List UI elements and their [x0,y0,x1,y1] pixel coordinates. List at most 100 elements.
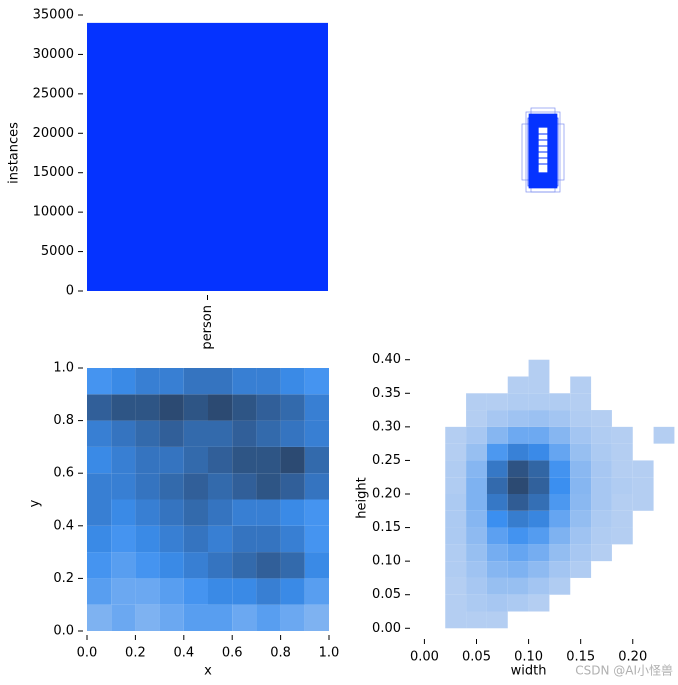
hist-cell [486,544,508,562]
hist-cell [466,577,487,595]
hist-cell [256,499,281,526]
hist-cell [466,527,487,545]
hist-cell [159,368,184,395]
hist-cell [570,510,592,528]
hist-cell [591,510,612,528]
hist-cell [208,394,233,421]
hist-cell [549,460,571,478]
hist-cell [256,394,281,421]
hist-cell [208,578,233,605]
hist-cell [445,527,467,545]
hist-cell [507,527,529,545]
hist-cell [256,552,281,579]
hist-cell [87,552,112,579]
hist-cell [507,477,529,494]
hist-cell [135,525,160,553]
x-tick-label: 0.10 [514,650,543,665]
hist-cell [611,494,633,511]
watermark: CSDN @AI小怪兽 [575,664,673,678]
hist-cell [570,527,592,545]
hist-cell [611,527,633,545]
y-tick-label: 0.40 [372,352,401,367]
box-overlay [521,107,565,193]
hist-cell [111,552,136,579]
hist-cell [528,510,550,528]
hist-cell [549,410,571,427]
x-tick-label: person [200,305,215,350]
x-tick-label: 0.15 [566,650,595,665]
hist-cell [528,561,550,578]
x-tick-label: 0.20 [618,650,647,665]
hist-cell [304,473,329,500]
hist-cell [507,443,529,461]
hist-cell [486,426,508,444]
hist-cell [87,499,112,526]
hist-cell [528,410,550,427]
hist-cell [570,410,592,427]
y-tick-label: 0.30 [372,419,401,434]
hist-cell [232,604,257,631]
y-tick-label: 0.2 [53,571,74,586]
hist-cell [87,420,112,447]
hist-cell [445,611,467,629]
hist-cell [507,460,529,478]
hist-cell [570,426,592,444]
hist-cell [135,420,160,447]
x-axis-label: width [511,664,547,679]
hist-cell [507,594,529,612]
hist-cell [280,420,305,447]
y-tick-label: 0.35 [372,386,401,401]
hist-cell [466,426,487,444]
hist-cell [232,578,257,605]
hist-cell [159,552,184,579]
hist-cell [507,577,529,595]
hist-cell [183,499,208,526]
hist-cell [611,477,633,494]
hist-cell [280,394,305,421]
hist-cell [591,477,612,494]
hist-cell [280,499,305,526]
hist-cell [304,499,329,526]
hist-cell [135,473,160,500]
hist-cell [445,426,467,444]
hist-cell [507,376,529,394]
y-tick-label: 1.0 [53,361,74,376]
hist-cell [507,426,529,444]
hist-cell [183,552,208,579]
hist-cell [528,460,550,478]
hist-cell [111,394,136,421]
hist-cell [486,460,508,478]
hist-cell [591,527,612,545]
y-tick-label: 30000 [33,47,74,62]
x-tick-label: 0.05 [462,650,491,665]
hist-cell [135,499,160,526]
hist-cell [135,578,160,605]
hist-cell [611,426,633,444]
hist-cell [611,460,633,478]
hist-cell [111,578,136,605]
hist-cell [232,499,257,526]
hist-cell [232,473,257,500]
hist-cell [570,494,592,511]
hist-cell [570,561,592,578]
hist-cell [208,420,233,447]
hist-cell [304,552,329,579]
bar [87,22,328,292]
hist-cell [87,578,112,605]
hist-cell [256,604,281,631]
hist-cell [111,499,136,526]
hist-cell [183,473,208,500]
hist-cell [528,426,550,444]
hist-cell [591,410,612,427]
hist-cell [445,594,467,612]
y-tick-label: 0.6 [53,466,74,481]
hist-cell [528,544,550,562]
hist-cell [87,473,112,500]
hist-cell [486,393,508,411]
hist-cell [256,578,281,605]
hist-cell [570,544,592,562]
hist-cell [304,420,329,447]
hist-cell [280,578,305,605]
hist-cell [445,561,467,578]
